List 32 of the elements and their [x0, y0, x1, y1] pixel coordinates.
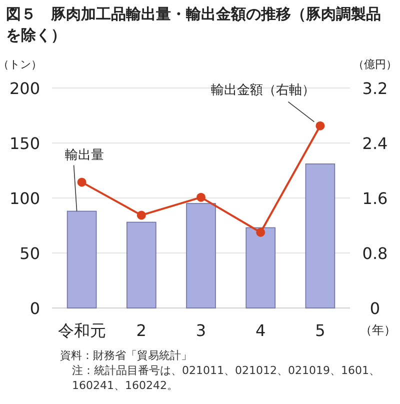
bar: [186, 203, 216, 308]
x-tick-label: 4: [256, 321, 266, 340]
y2-tick-label: 0: [370, 299, 380, 318]
x-tick-label: 令和元: [58, 321, 106, 340]
point: [256, 228, 266, 237]
x-axis-title: （年）: [360, 323, 396, 337]
text: 注：統計品目番号は、021011、021012、021019、1601、160241、160242。: [71, 363, 381, 393]
y2-tick-label: 3.2: [362, 79, 388, 98]
x-tick-label: 2: [136, 321, 146, 340]
y-tick-label: 200: [9, 79, 40, 98]
point: [316, 121, 325, 130]
y-tick-label: 50: [20, 244, 40, 263]
y2-axis-title: （億円）: [353, 58, 397, 71]
point: [196, 192, 206, 202]
bar: [305, 164, 336, 308]
bar: [66, 210, 97, 308]
x-tick-label: 3: [196, 321, 206, 340]
point: [77, 178, 86, 187]
y-tick-label: 100: [9, 189, 40, 208]
y-tick-label: 0: [30, 299, 40, 318]
y2-tick-label: 1.6: [362, 189, 388, 208]
text: 資料：財務省「貿易統計」: [60, 348, 193, 363]
point: [136, 210, 146, 220]
series-label: 輸出金額（右軸）: [211, 82, 316, 98]
y2-tick-label: 2.4: [362, 134, 388, 153]
y-axis-title: （トン）: [0, 58, 42, 71]
bar: [246, 227, 276, 308]
y2-tick-label: 0.8: [362, 244, 388, 263]
chart-title: 図５ 豚肉加工品輸出量・輸出金額の推移（豚肉調製品を除く）: [6, 4, 382, 46]
x-tick-label: 5: [315, 321, 326, 340]
bar: [126, 222, 156, 308]
y-tick-label: 150: [9, 134, 40, 153]
